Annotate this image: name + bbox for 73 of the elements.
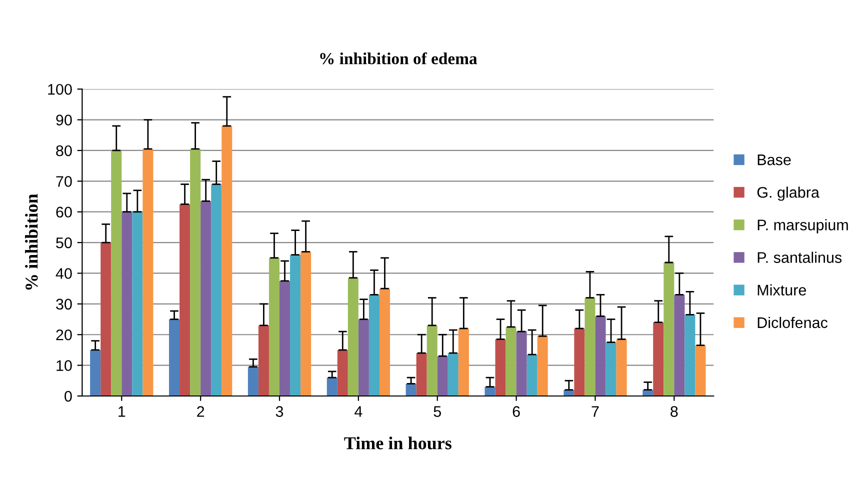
x-axis-title: Time in hours bbox=[344, 436, 452, 450]
bar bbox=[100, 242, 112, 396]
y-axis-title: % inhibition bbox=[25, 194, 38, 290]
bar bbox=[437, 356, 448, 396]
bar bbox=[616, 339, 627, 396]
bar bbox=[358, 319, 369, 396]
y-tick-label: 30 bbox=[56, 298, 72, 310]
bar bbox=[132, 212, 143, 396]
bar bbox=[200, 201, 212, 396]
bar bbox=[222, 126, 232, 396]
y-tick-label: 70 bbox=[56, 176, 72, 187]
legend-label: P. santalinus bbox=[758, 252, 842, 263]
y-tick-label: 0 bbox=[64, 390, 72, 402]
legend-label: Base bbox=[758, 154, 791, 166]
bar bbox=[258, 325, 269, 396]
bar bbox=[300, 252, 312, 396]
bar bbox=[426, 325, 438, 396]
y-tick-label: 80 bbox=[56, 145, 72, 156]
bar bbox=[653, 322, 664, 396]
y-tick-label: 90 bbox=[56, 114, 72, 126]
bar bbox=[458, 328, 469, 396]
y-tick-label: 60 bbox=[56, 206, 72, 218]
bar bbox=[268, 258, 280, 396]
bar bbox=[290, 254, 301, 396]
legend-label: Diclofenac bbox=[758, 316, 828, 328]
bar bbox=[190, 148, 201, 396]
bar bbox=[584, 298, 596, 396]
legend-label: G. glabra bbox=[757, 186, 820, 201]
bar bbox=[416, 353, 427, 396]
bar bbox=[111, 150, 122, 396]
bar bbox=[142, 148, 154, 396]
x-tick-label: 7 bbox=[592, 406, 599, 417]
x-tick-label: 6 bbox=[512, 406, 520, 417]
x-tick-label: 5 bbox=[434, 406, 441, 417]
y-tick-label: 100 bbox=[48, 84, 72, 95]
bar bbox=[169, 319, 180, 396]
x-tick-label: 3 bbox=[276, 406, 284, 417]
bar bbox=[406, 384, 416, 396]
bar bbox=[379, 288, 390, 396]
bar bbox=[674, 294, 685, 396]
bar bbox=[348, 278, 358, 396]
x-tick-label: 2 bbox=[197, 406, 204, 417]
bar bbox=[537, 336, 548, 396]
bar bbox=[684, 314, 696, 396]
bar bbox=[280, 280, 290, 396]
bar bbox=[448, 353, 458, 396]
bar bbox=[606, 342, 616, 396]
chart-title: % inhibition of edema bbox=[320, 52, 478, 64]
bar bbox=[90, 350, 101, 396]
bar bbox=[122, 212, 132, 396]
bar bbox=[664, 262, 674, 396]
bar bbox=[495, 339, 506, 396]
bar bbox=[516, 332, 527, 396]
bar bbox=[574, 328, 585, 396]
bar bbox=[368, 294, 380, 396]
bar bbox=[326, 378, 338, 396]
legend-label: Mixture bbox=[758, 284, 806, 296]
y-tick-label: 50 bbox=[56, 237, 72, 248]
y-tick-label: 40 bbox=[56, 268, 72, 279]
bar bbox=[506, 326, 516, 396]
y-tick-label: 20 bbox=[56, 329, 72, 340]
x-tick-label: 4 bbox=[354, 406, 362, 417]
bar bbox=[695, 345, 706, 396]
bar bbox=[526, 354, 538, 396]
bar bbox=[248, 366, 258, 396]
legend-label: P. marsupium bbox=[758, 219, 848, 234]
bar bbox=[595, 316, 606, 396]
x-tick-label: 8 bbox=[670, 406, 678, 417]
bar bbox=[180, 204, 190, 396]
bar bbox=[211, 184, 222, 396]
y-tick-label: 10 bbox=[56, 360, 72, 371]
x-tick-label: 1 bbox=[118, 406, 126, 417]
bar bbox=[337, 350, 348, 396]
